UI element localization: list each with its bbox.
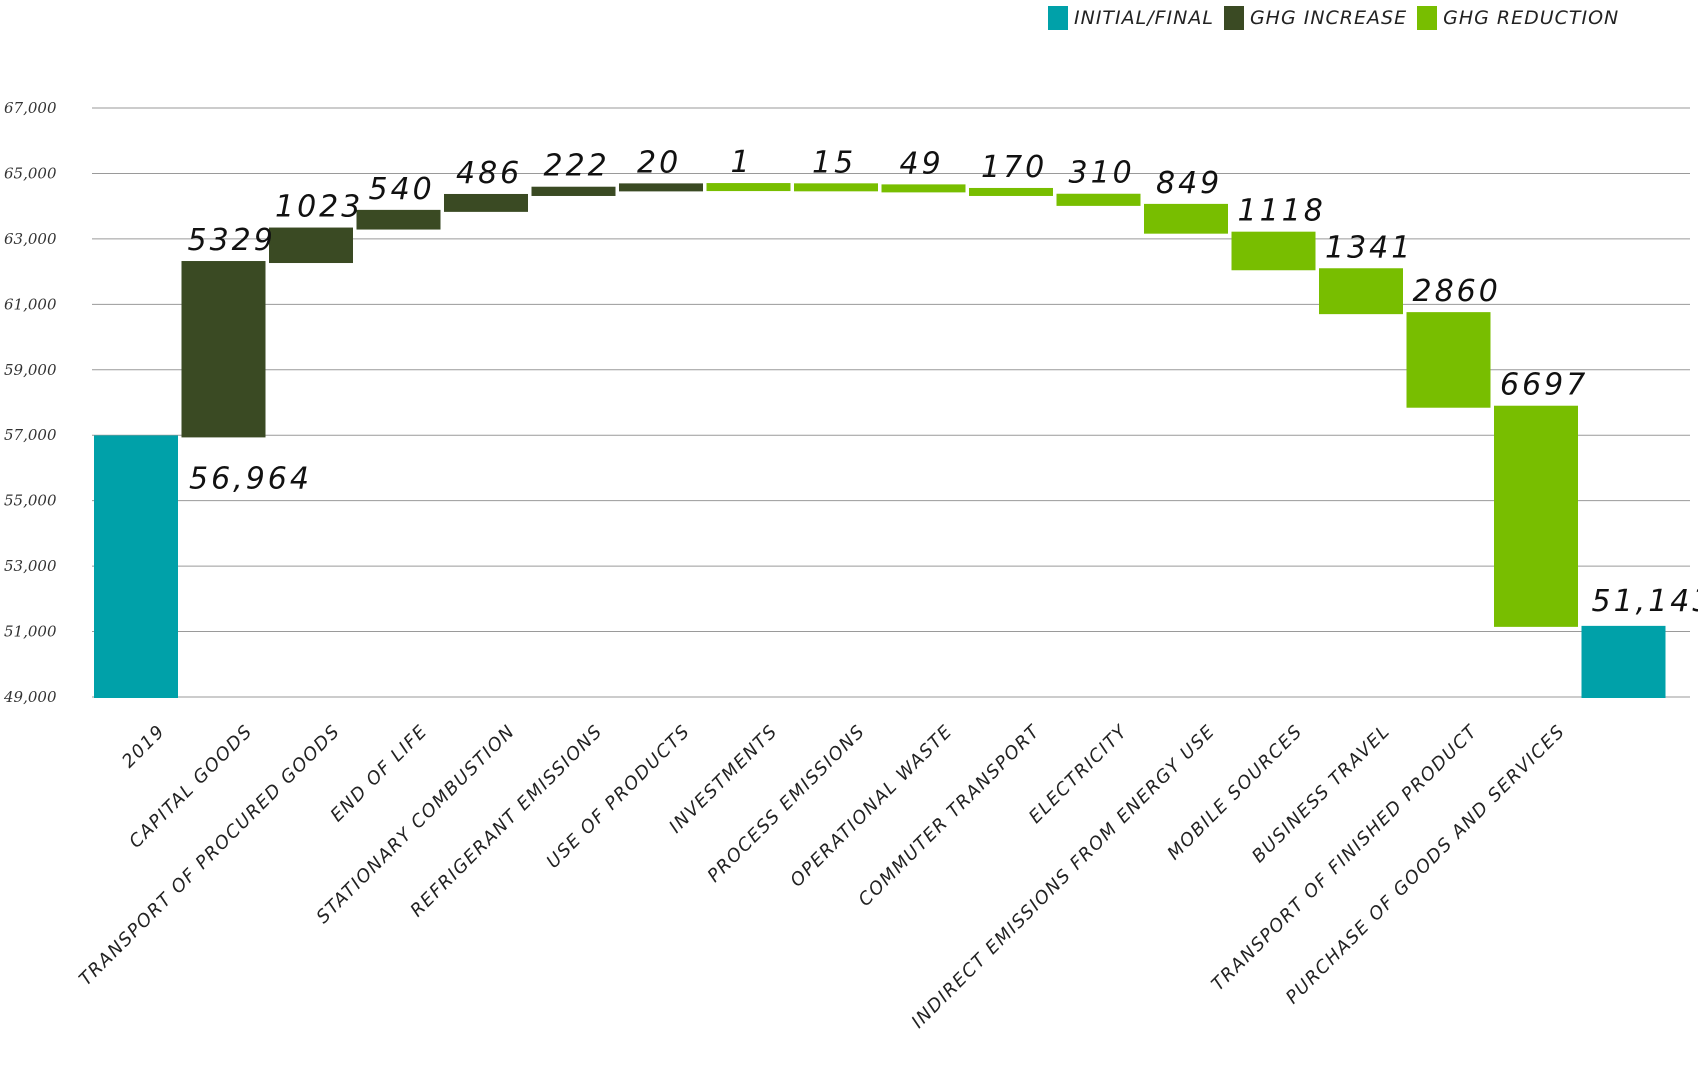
- bar-business-travel: [1319, 268, 1403, 315]
- bar-indirect-emissions-from-energy-use: [1144, 203, 1228, 234]
- data-label-capital-goods: 5329: [188, 223, 276, 258]
- y-tick-label: 61,000: [4, 295, 57, 313]
- bar-2019: [94, 435, 178, 698]
- data-label-operational-waste: 49: [900, 146, 944, 181]
- data-label-use-of-products: 20: [637, 145, 681, 180]
- bar-refrigerant-emissions: [531, 186, 616, 196]
- legend-item-initial-final: INITIAL/FINAL: [1048, 6, 1214, 30]
- category-label: 2019: [118, 721, 169, 772]
- category-label: REFRIGERANT EMISSIONS: [406, 721, 607, 922]
- y-tick-label: 59,000: [4, 361, 57, 379]
- bar-final: [1581, 625, 1666, 699]
- data-label-electricity: 310: [1069, 156, 1135, 191]
- bar-capital-goods: [181, 261, 266, 438]
- category-label: COMMUTER TRANSPORT: [854, 720, 1044, 910]
- y-tick-label: 53,000: [4, 557, 57, 575]
- data-label-stationary-combustion: 486: [456, 156, 522, 191]
- data-label-transport-of-procured-goods: 1023: [275, 190, 363, 225]
- data-label-indirect-emissions-from-energy-use: 849: [1156, 166, 1222, 201]
- legend-label-reduction: GHG REDUCTION: [1443, 7, 1620, 29]
- legend-swatch-initial-final: [1048, 6, 1068, 30]
- y-tick-label: 63,000: [4, 230, 57, 248]
- bar-stationary-combustion: [444, 193, 528, 212]
- data-label-final: 51,143: [1592, 584, 1698, 619]
- data-label-refrigerant-emissions: 222: [544, 149, 610, 184]
- data-label-purchase-of-goods-and-services: 6697: [1500, 368, 1588, 403]
- category-label: OPERATIONAL WASTE: [786, 721, 957, 892]
- legend: INITIAL/FINAL GHG INCREASE GHG REDUCTION: [1048, 6, 1629, 30]
- bar-investments: [706, 183, 791, 192]
- bar-operational-waste: [881, 184, 966, 193]
- legend-label-initial-final: INITIAL/FINAL: [1074, 7, 1214, 29]
- category-label: USE OF PRODUCTS: [543, 721, 695, 873]
- data-label-transport-of-finished-product: 2860: [1413, 274, 1501, 309]
- gridlines: [92, 107, 1690, 698]
- y-tick-label: 55,000: [4, 492, 57, 510]
- legend-swatch-increase: [1223, 6, 1244, 30]
- data-label-business-travel: 1341: [1325, 230, 1413, 265]
- data-label-investments: 1: [731, 145, 753, 180]
- bar-transport-of-finished-product: [1406, 312, 1491, 408]
- bars: [94, 183, 1666, 699]
- bar-use-of-products: [619, 183, 703, 192]
- y-tick-label: 49,000: [3, 688, 57, 706]
- bar-transport-of-procured-goods: [269, 227, 353, 264]
- bar-mobile-sources: [1231, 231, 1316, 271]
- y-tick-label: 51,000: [4, 623, 57, 641]
- bar-end-of-life: [356, 209, 441, 230]
- category-label: INDIRECT EMISSIONS FROM ENERGY USE: [908, 721, 1220, 1033]
- legend-swatch-reduction: [1417, 6, 1438, 30]
- data-label-commuter-transport: 170: [981, 150, 1047, 185]
- data-label-process-emissions: 15: [812, 145, 856, 180]
- bar-process-emissions: [794, 183, 878, 192]
- y-tick-label: 65,000: [4, 164, 57, 182]
- data-label-2019: 56,964: [189, 461, 312, 496]
- y-tick-label: 57,000: [4, 426, 57, 444]
- y-tick-label: 67,000: [4, 99, 57, 117]
- data-label-end-of-life: 540: [369, 172, 435, 207]
- bar-commuter-transport: [969, 187, 1053, 196]
- bar-electricity: [1056, 193, 1141, 206]
- category-label: PROCESS EMISSIONS: [704, 721, 870, 887]
- legend-item-increase: GHG INCREASE: [1223, 6, 1408, 30]
- bar-purchase-of-goods-and-services: [1494, 405, 1578, 627]
- data-label-mobile-sources: 1118: [1238, 194, 1326, 229]
- legend-label-increase: GHG INCREASE: [1249, 7, 1408, 29]
- y-axis-ticks: 49,000 51,000 53,000 55,000 57,000 59,000 61,0…: [3, 99, 57, 706]
- legend-item-reduction: GHG REDUCTION: [1417, 6, 1619, 30]
